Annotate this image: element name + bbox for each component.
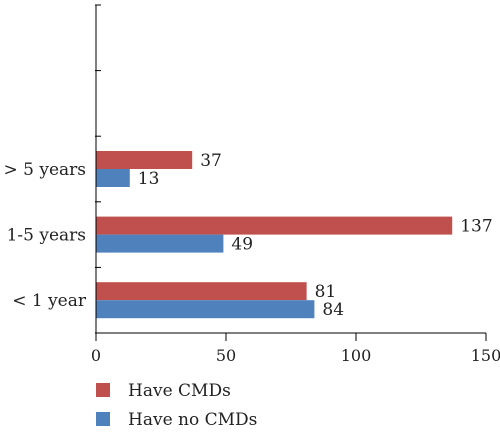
bar-have-no-cmds-1-year <box>96 300 315 319</box>
category-label: > 5 years <box>3 160 86 180</box>
legend: Have CMDs Have no CMDs <box>96 381 257 430</box>
data-label-have-no-cmds-1-year: 84 <box>322 300 344 320</box>
data-label-have-no-cmds-1-5-years: 49 <box>231 235 253 255</box>
bar-have-cmds-1-5-years <box>96 216 453 235</box>
legend-label-have-cmds: Have CMDs <box>128 381 231 401</box>
category-label: < 1 year <box>12 291 87 311</box>
legend-swatch-have-cmds <box>96 383 110 397</box>
data-label-have-no-cmds-5-years: 13 <box>138 169 160 189</box>
bar-have-no-cmds-1-5-years <box>96 234 224 253</box>
x-tick-label: 50 <box>216 346 236 365</box>
axes-layer <box>95 4 487 341</box>
legend-label-have-no-cmds: Have no CMDs <box>128 410 257 430</box>
x-tick-label: 100 <box>341 346 372 365</box>
bar-have-cmds-1-year <box>96 282 307 301</box>
bars-layer <box>96 151 453 319</box>
bar-have-cmds-5-years <box>96 151 193 169</box>
data-label-have-cmds-1-5-years: 137 <box>460 217 492 237</box>
x-tick-label: 0 <box>91 346 101 365</box>
data-label-have-cmds-5-years: 37 <box>200 151 222 171</box>
category-label: 1-5 years <box>7 226 86 246</box>
legend-swatch-have-no-cmds <box>96 412 110 426</box>
data-label-have-cmds-1-year: 81 <box>315 282 337 302</box>
bar-have-no-cmds-5-years <box>96 169 130 187</box>
x-tick-label: 150 <box>471 346 500 365</box>
